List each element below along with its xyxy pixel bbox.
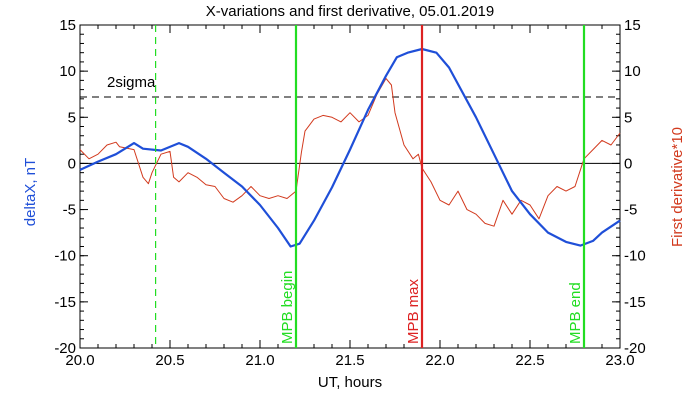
x-tick-label: 21.5 <box>335 352 364 369</box>
y-tick-label-right: 15 <box>624 17 641 34</box>
y-tick-label-left: 10 <box>59 63 76 80</box>
y-tick-label-left: -20 <box>54 340 76 357</box>
y-tick-label-right: -15 <box>624 294 646 311</box>
marker-label: MPB begin <box>279 271 296 344</box>
y-tick-label-right: 10 <box>624 63 641 80</box>
y-tick-label-left: 15 <box>59 17 76 34</box>
y-tick-label-right: 0 <box>624 155 632 172</box>
y-tick-label-right: -10 <box>624 248 646 265</box>
x-tick-label: 22.0 <box>425 352 454 369</box>
x-tick-label: 20.0 <box>65 352 94 369</box>
x-axis-label: UT, hours <box>318 374 382 391</box>
x-tick-label: 23.0 <box>605 352 634 369</box>
y-tick-label-left: 5 <box>68 109 76 126</box>
y-tick-label-left: -15 <box>54 294 76 311</box>
marker-label: MPB end <box>567 282 584 344</box>
y-tick-label-right: -20 <box>624 340 646 357</box>
two-sigma-label: 2sigma <box>107 74 156 91</box>
y-tick-label-right: -5 <box>624 202 637 219</box>
series-line-derivative <box>79 78 621 227</box>
chart-title: X-variations and first derivative, 05.01… <box>206 3 495 20</box>
y-axis-label-right: First derivative*10 <box>669 127 686 247</box>
y-tick-label-left: 0 <box>68 155 76 172</box>
plot-area: 2sigma 20.0 20.5 21.0 21.5 22.0 22.5 23.0 15 15 10… <box>54 17 645 369</box>
y-tick-label-left: -5 <box>63 202 76 219</box>
x-tick-label: 21.0 <box>245 352 274 369</box>
y-tick-label-right: 5 <box>624 109 632 126</box>
marker-label: MPB max <box>405 278 422 344</box>
series-line-deltax <box>79 47 621 248</box>
x-tick-label: 20.5 <box>155 352 184 369</box>
x-tick-label: 22.5 <box>515 352 544 369</box>
y-axis-label-left: deltaX, nT <box>22 158 39 226</box>
y-tick-label-left: -10 <box>54 248 76 265</box>
plot-frame <box>79 24 621 349</box>
